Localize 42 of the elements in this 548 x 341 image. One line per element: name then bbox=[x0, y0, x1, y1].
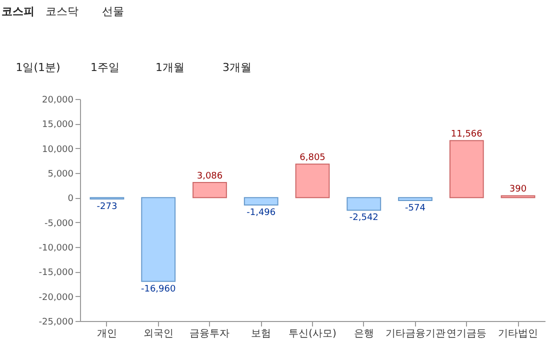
text: 선물 bbox=[102, 5, 124, 18]
bar bbox=[244, 197, 278, 206]
text: 1일(1분) bbox=[16, 61, 60, 74]
y-tick-label: -20,000 bbox=[38, 292, 74, 303]
x-tick-label: 기타법인 bbox=[498, 328, 538, 340]
y-tick-label: 15,000 bbox=[42, 120, 74, 130]
x-tick-label: 투신(사모) bbox=[288, 328, 336, 340]
y-tick-label: 20,000 bbox=[42, 96, 74, 106]
text: 1주일 bbox=[90, 61, 120, 74]
x-tick-label: 개인 bbox=[96, 328, 117, 340]
x-tick-label: 금융투자 bbox=[190, 328, 230, 340]
x-tick-label: 외국인 bbox=[143, 328, 174, 340]
y-tick-label: -25,000 bbox=[38, 318, 74, 328]
y-tick-label: 10,000 bbox=[42, 144, 74, 155]
y-tick-label: -5,000 bbox=[44, 218, 74, 229]
x-tick-label: 기타금융기관 bbox=[385, 328, 446, 340]
data-label: 6,805 bbox=[300, 153, 326, 164]
data-label: -574 bbox=[405, 204, 426, 214]
data-label: 390 bbox=[509, 184, 527, 195]
text: 3개월 bbox=[222, 61, 252, 74]
bar bbox=[449, 140, 484, 198]
bar bbox=[295, 164, 330, 198]
bar bbox=[141, 197, 176, 282]
data-label: -2,542 bbox=[349, 213, 378, 224]
x-tick-label: 보험 bbox=[251, 328, 272, 340]
y-tick-label: 5,000 bbox=[48, 170, 74, 180]
y-tick-label: -10,000 bbox=[38, 244, 74, 254]
data-label: -273 bbox=[96, 202, 118, 212]
data-label: -16,960 bbox=[140, 284, 176, 294]
data-label: 3,086 bbox=[196, 171, 223, 182]
bar bbox=[192, 182, 227, 198]
data-label: -1,496 bbox=[246, 208, 276, 218]
text: 코스피 bbox=[2, 5, 34, 18]
text: 1개월 bbox=[156, 61, 184, 74]
bar bbox=[398, 197, 432, 201]
text: 코스닥 bbox=[46, 5, 78, 18]
y-tick-label: -15,000 bbox=[38, 268, 74, 278]
x-tick-label: 은행 bbox=[354, 328, 374, 340]
x-tick-label: 연기금등 bbox=[446, 328, 487, 340]
y-tick-label: 0 bbox=[68, 194, 74, 204]
bar bbox=[346, 197, 382, 211]
data-label: 11,566 bbox=[450, 130, 483, 140]
